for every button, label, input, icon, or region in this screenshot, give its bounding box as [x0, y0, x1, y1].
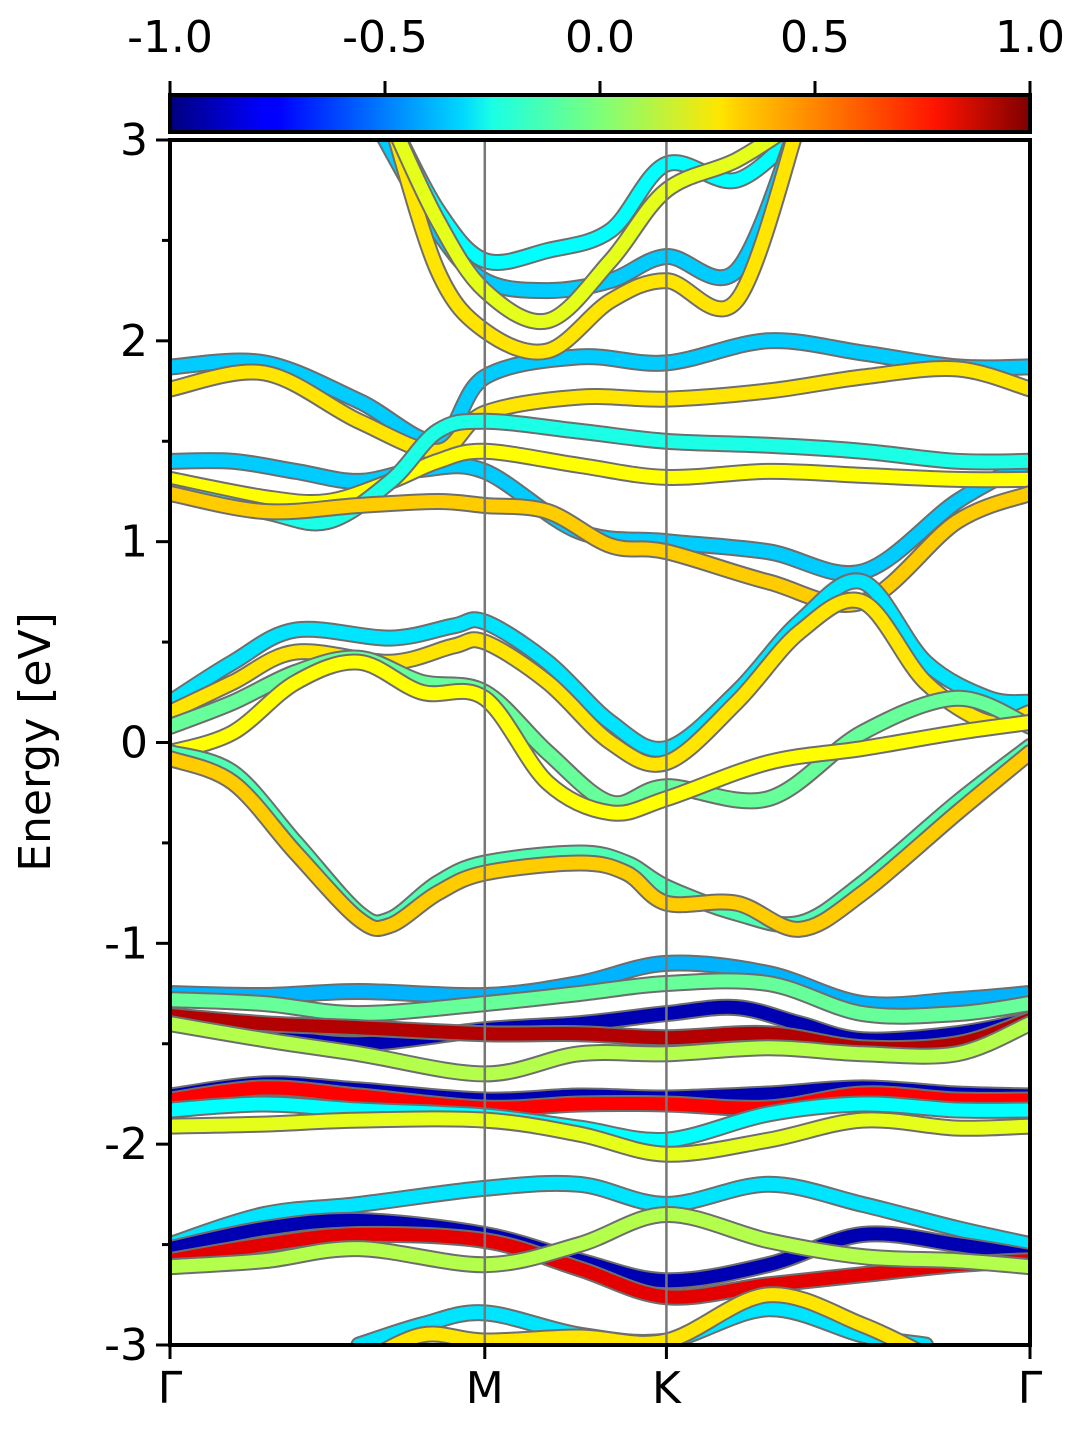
band-line-22	[170, 1213, 1030, 1288]
y-tick-label: 3	[120, 115, 148, 166]
band-line-11	[170, 746, 1030, 936]
band-lines	[170, 140, 1030, 1345]
y-tick-label: 1	[120, 517, 148, 568]
colorbar-tick-label: 0.0	[565, 12, 635, 63]
y-tick-label: -2	[104, 1119, 148, 1170]
x-tick-label: Γ	[1018, 1363, 1043, 1414]
colorbar	[168, 93, 1032, 134]
band-line-29	[389, 140, 801, 359]
colorbar-ticks: -1.0 -0.5 0.0 0.5 1.0	[127, 12, 1065, 95]
band-line-30	[392, 140, 782, 329]
band-line-1	[170, 362, 1030, 458]
y-tick-label: 0	[120, 718, 148, 769]
band-line-9	[170, 655, 1030, 820]
x-tick-label: Γ	[158, 1363, 183, 1414]
colorbar-tick-label: 1.0	[995, 12, 1065, 63]
band-line-20	[170, 1112, 1030, 1161]
band-line-13	[170, 974, 1030, 1023]
band-outline	[170, 738, 1030, 934]
high-symmetry-lines	[483, 140, 668, 1345]
y-tick-label: -3	[104, 1320, 148, 1371]
band-line-23	[170, 1227, 1030, 1304]
band-line-6	[170, 574, 1030, 756]
colorbar-tick-label: -1.0	[127, 12, 213, 63]
band-line-21	[170, 1176, 1030, 1252]
x-tick-label: M	[466, 1363, 504, 1414]
band-line-16	[170, 1017, 1030, 1081]
x-tick-label: K	[652, 1363, 682, 1414]
band-line-4	[170, 414, 1030, 530]
y-tick-label: 2	[120, 316, 148, 367]
y-tick-label: -1	[104, 918, 148, 969]
colorbar-tick-label: 0.5	[780, 12, 850, 63]
band-line-18	[170, 1081, 1030, 1115]
band-line-0	[170, 334, 1030, 448]
colorbar-tick-label: -0.5	[342, 12, 428, 63]
band-line-24	[170, 1207, 1030, 1274]
band-line-12	[170, 956, 1030, 1012]
y-axis-title: Energy [eV]	[10, 612, 61, 872]
y-axis-ticks: -3 -2 -1 0 1 2 3	[104, 115, 170, 1371]
band-line-26	[381, 1288, 921, 1345]
